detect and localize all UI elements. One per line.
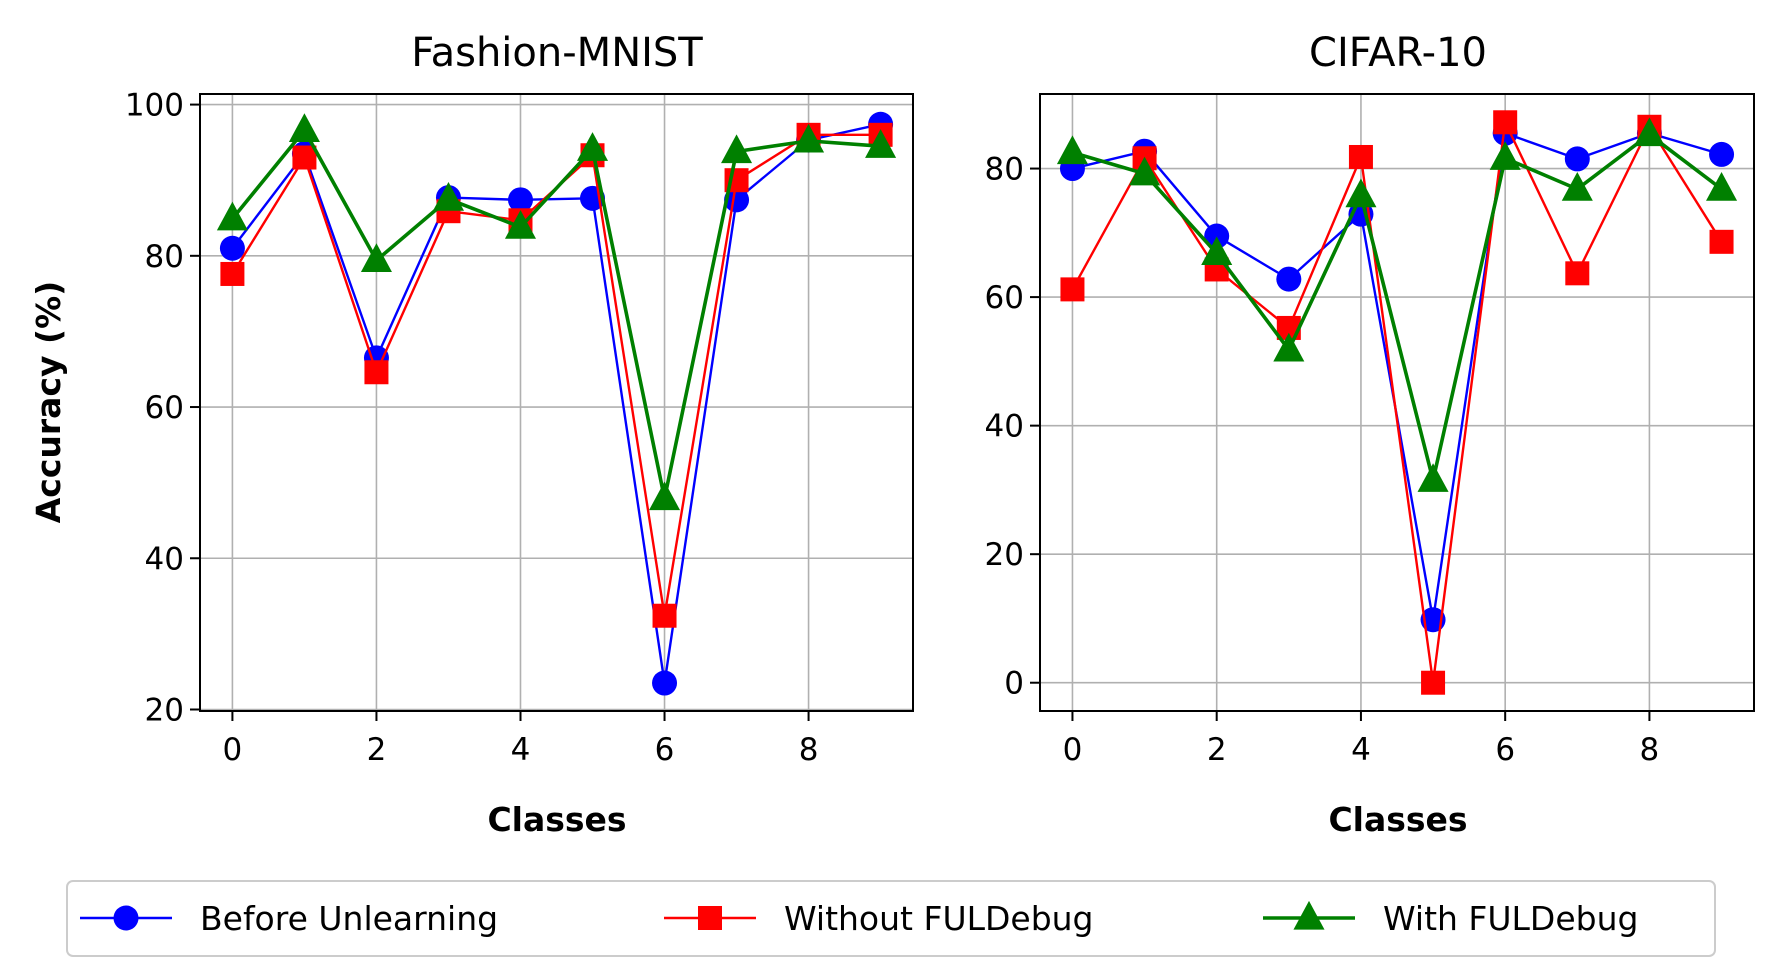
data-point: [721, 134, 753, 164]
y-axis-ticks: 20 40 60 80 100: [125, 88, 200, 728]
series-with-fuldebug: [216, 113, 897, 511]
data-point: [1129, 156, 1161, 186]
plot-area: [216, 111, 897, 696]
data-point: [1706, 172, 1738, 201]
x-axis-label: Classes: [1328, 800, 1467, 839]
data-point: [219, 235, 245, 261]
data-point: [724, 187, 750, 213]
data-point: [1273, 332, 1305, 362]
legend-label: Before Unlearning: [200, 899, 498, 938]
series-line: [231, 123, 881, 685]
series-line: [231, 133, 881, 617]
legend-marker-circle: [113, 905, 139, 931]
data-point: [649, 481, 681, 511]
series-line: [1071, 121, 1723, 684]
legend-item-before-unlearning: Before Unlearning: [80, 899, 498, 938]
x-tick-label: 2: [1207, 732, 1227, 768]
data-point: [1565, 261, 1590, 286]
data-point: [292, 145, 317, 170]
data-point: [504, 210, 537, 239]
data-point: [1709, 229, 1734, 254]
data-point: [865, 129, 897, 158]
legend-item-without-fuldebug: Without FULDebug: [664, 899, 1094, 938]
series-line: [1071, 132, 1723, 483]
x-tick-label: 0: [1063, 732, 1083, 768]
y-tick-label: 40: [985, 409, 1024, 445]
legend-label: With FULDebug: [1383, 899, 1638, 938]
x-tick-label: 6: [1495, 732, 1515, 768]
y-axis-label: Accuracy (%): [29, 281, 68, 524]
x-tick-label: 8: [1640, 732, 1660, 768]
series-before-unlearning: [1059, 120, 1735, 633]
x-axis-ticks: 0 2 4 6 8: [1063, 711, 1660, 768]
x-tick-label: 4: [1351, 732, 1371, 768]
axes-frame: [199, 93, 914, 712]
x-axis-label: Classes: [487, 800, 626, 839]
data-point: [652, 603, 677, 628]
data-point: [576, 132, 609, 161]
legend-item-with-fuldebug: With FULDebug: [1263, 899, 1638, 938]
y-tick-label: 80: [985, 152, 1024, 188]
series-line: [1072, 132, 1722, 621]
axes-frame: [1039, 93, 1755, 712]
data-point: [1345, 178, 1377, 208]
x-tick-label: 2: [367, 732, 387, 768]
legend-marker-triangle: [1293, 900, 1325, 930]
x-tick-label: 4: [511, 732, 531, 768]
legend-frame: [66, 880, 1716, 957]
data-point: [1276, 266, 1302, 292]
data-point: [1489, 141, 1521, 170]
y-tick-label: 60: [145, 390, 184, 426]
y-tick-label: 80: [145, 239, 184, 275]
data-point: [1060, 277, 1085, 302]
y-tick-label: 60: [985, 280, 1024, 316]
data-point: [652, 670, 678, 696]
plot-area: [1056, 110, 1738, 695]
series-line: [231, 128, 881, 501]
data-point: [364, 360, 389, 385]
data-point: [1493, 110, 1518, 135]
legend-marker-square: [698, 906, 722, 930]
data-point: [507, 187, 533, 213]
data-point: [793, 123, 825, 153]
panel-cifar-10: CIFAR-10 0 2 4 6 8 0 20 40 60 80 Classes: [985, 30, 1755, 839]
legend: Before Unlearning Without FULDebug With FU…: [66, 880, 1716, 957]
data-point: [1633, 117, 1665, 147]
chart-title: Fashion-MNIST: [411, 30, 703, 76]
data-point: [1056, 135, 1088, 165]
x-axis-ticks: 0 2 4 6 8: [223, 711, 819, 768]
y-tick-label: 20: [985, 537, 1024, 573]
data-point: [1348, 144, 1373, 169]
data-point: [432, 182, 464, 211]
data-point: [1417, 463, 1449, 492]
x-tick-label: 0: [223, 732, 243, 768]
data-point: [1201, 236, 1233, 266]
x-tick-label: 6: [655, 732, 675, 768]
data-point: [288, 113, 320, 142]
y-tick-label: 20: [145, 692, 184, 728]
data-point: [1561, 172, 1593, 201]
data-point: [1564, 146, 1590, 172]
y-tick-label: 100: [125, 88, 184, 124]
series-without-fuldebug: [1060, 110, 1734, 695]
data-point: [220, 261, 245, 286]
data-point: [1421, 670, 1446, 695]
data-point: [216, 201, 248, 231]
y-axis-ticks: 0 20 40 60 80: [985, 152, 1040, 702]
y-tick-label: 40: [145, 541, 184, 577]
y-tick-label: 0: [1004, 666, 1024, 702]
data-point: [1204, 223, 1230, 249]
data-point: [360, 243, 392, 272]
legend-label: Without FULDebug: [784, 899, 1094, 938]
data-point: [1709, 141, 1735, 167]
x-tick-label: 8: [799, 732, 819, 768]
series-before-unlearning: [219, 111, 894, 696]
series-with-fuldebug: [1056, 117, 1738, 492]
grid: [1040, 94, 1754, 711]
chart-title: CIFAR-10: [1309, 30, 1487, 76]
